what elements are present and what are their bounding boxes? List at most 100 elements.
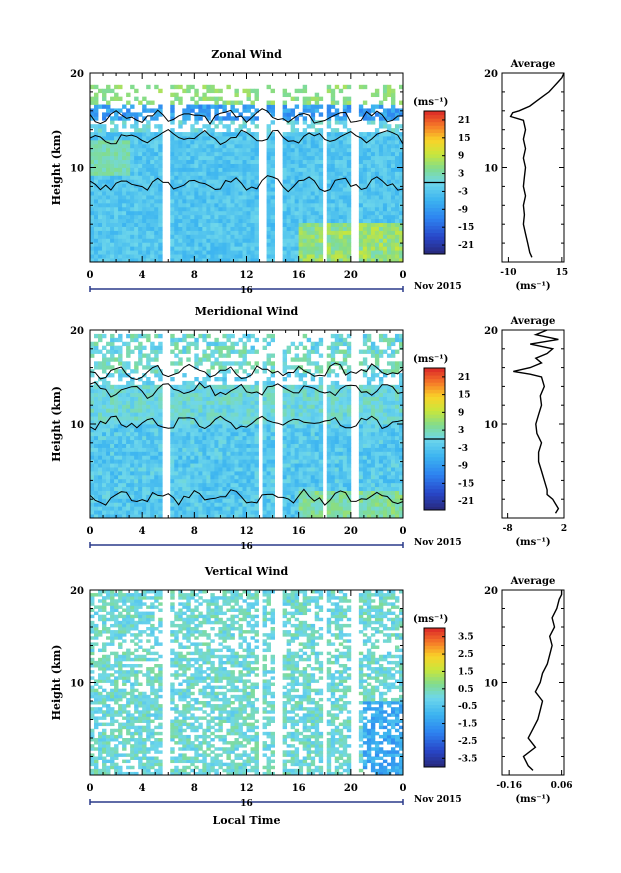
heatmap-cell bbox=[214, 345, 219, 350]
heatmap-cell bbox=[362, 167, 368, 172]
heatmap-cell bbox=[286, 439, 292, 444]
heatmap-cell bbox=[266, 124, 271, 129]
heatmap-cell bbox=[306, 424, 312, 429]
heatmap-cell bbox=[194, 361, 199, 366]
heatmap-cell bbox=[250, 222, 255, 227]
heatmap-cell bbox=[102, 467, 107, 472]
heatmap-cell bbox=[302, 143, 308, 149]
heatmap-cell bbox=[314, 202, 320, 208]
heatmap-cell bbox=[222, 258, 227, 263]
heatmap-cell bbox=[230, 226, 235, 231]
heatmap-cell bbox=[282, 447, 288, 452]
heatmap-cell bbox=[146, 435, 151, 441]
heatmap-cell bbox=[202, 420, 207, 425]
heatmap-cell bbox=[170, 384, 175, 390]
heatmap-cell bbox=[122, 254, 127, 259]
heatmap-cell bbox=[130, 124, 135, 129]
heatmap-cell bbox=[302, 84, 308, 90]
heatmap-cell bbox=[186, 482, 191, 488]
heatmap-cell bbox=[346, 139, 352, 145]
heatmap-cell bbox=[98, 210, 103, 216]
heatmap-cell bbox=[306, 502, 312, 507]
heatmap-cell bbox=[114, 234, 119, 239]
heatmap-cell bbox=[206, 459, 211, 464]
heatmap-cell bbox=[142, 191, 147, 196]
heatmap-cell bbox=[154, 151, 159, 157]
heatmap-cell bbox=[254, 155, 259, 161]
heatmap-cell bbox=[142, 400, 147, 405]
heatmap-cell bbox=[194, 250, 199, 255]
heatmap-cell bbox=[90, 230, 95, 235]
heatmap-cell bbox=[234, 226, 239, 231]
heatmap-cell bbox=[270, 136, 275, 141]
heatmap-cell bbox=[230, 439, 235, 444]
heatmap-cell bbox=[394, 230, 400, 235]
heatmap-cell bbox=[342, 84, 348, 90]
heatmap-cell bbox=[106, 400, 111, 405]
heatmap-cell bbox=[214, 199, 219, 204]
heatmap-cell bbox=[382, 151, 388, 157]
heatmap-cell bbox=[182, 88, 187, 94]
heatmap-cell bbox=[234, 218, 239, 224]
heatmap-cell bbox=[358, 210, 364, 216]
heatmap-cell bbox=[202, 463, 207, 468]
heatmap-cell bbox=[318, 514, 324, 519]
heatmap-cell bbox=[330, 151, 336, 157]
heatmap-cell bbox=[242, 384, 247, 390]
heatmap-cell bbox=[94, 167, 99, 172]
heatmap-cell bbox=[106, 175, 111, 180]
heatmap-cell bbox=[302, 353, 308, 358]
heatmap-cell bbox=[98, 147, 103, 153]
heatmap-cell bbox=[230, 132, 235, 137]
heatmap-cell bbox=[158, 455, 163, 460]
heatmap-cell bbox=[146, 167, 151, 172]
heatmap-cell bbox=[370, 254, 376, 259]
heatmap-cell bbox=[306, 195, 312, 200]
heatmap-cell bbox=[342, 147, 348, 153]
heatmap-cell bbox=[310, 427, 316, 433]
heatmap-cell bbox=[338, 187, 344, 192]
heatmap-cell bbox=[90, 502, 95, 507]
heatmap-cell bbox=[210, 179, 215, 184]
heatmap-cell bbox=[202, 443, 207, 448]
heatmap-cell bbox=[366, 132, 372, 137]
heatmap-cell bbox=[218, 486, 223, 491]
heatmap-cell bbox=[158, 246, 163, 251]
heatmap-cell bbox=[138, 136, 143, 141]
heatmap-cell bbox=[90, 163, 95, 168]
heatmap-cell bbox=[382, 167, 388, 172]
heatmap-cell bbox=[286, 234, 292, 239]
heatmap-cell bbox=[298, 226, 304, 231]
heatmap-cell bbox=[90, 171, 95, 176]
heatmap-cell bbox=[302, 250, 308, 255]
heatmap-cell bbox=[290, 396, 296, 401]
heatmap-cell bbox=[126, 490, 131, 495]
heatmap-cell bbox=[394, 183, 400, 188]
heatmap-cell bbox=[306, 191, 312, 196]
heatmap-cell bbox=[202, 478, 207, 484]
heatmap-cell bbox=[262, 384, 267, 390]
colorbar-tick-label: 15 bbox=[458, 134, 471, 144]
heatmap-cell bbox=[98, 506, 103, 511]
heatmap-cell bbox=[114, 179, 119, 184]
heatmap-cell bbox=[194, 246, 199, 251]
heatmap-cell bbox=[138, 226, 143, 231]
heatmap-cell bbox=[362, 143, 368, 149]
heatmap-cell bbox=[198, 416, 203, 421]
heatmap-cell bbox=[114, 345, 119, 350]
heatmap-cell bbox=[214, 384, 219, 390]
heatmap-cell bbox=[234, 455, 239, 460]
heatmap-cell bbox=[154, 147, 159, 153]
heatmap-cell bbox=[234, 349, 239, 354]
heatmap-cell bbox=[238, 404, 243, 409]
heatmap-cell bbox=[186, 206, 191, 212]
heatmap-cell bbox=[142, 116, 147, 121]
heatmap-cell bbox=[386, 128, 392, 133]
heatmap-cell bbox=[346, 171, 352, 176]
heatmap-cell bbox=[146, 337, 151, 343]
heatmap-cell bbox=[130, 155, 135, 161]
heatmap-cell bbox=[238, 420, 243, 425]
heatmap-cell bbox=[98, 159, 103, 164]
heatmap-cell bbox=[270, 506, 275, 511]
heatmap-cell bbox=[186, 234, 191, 239]
